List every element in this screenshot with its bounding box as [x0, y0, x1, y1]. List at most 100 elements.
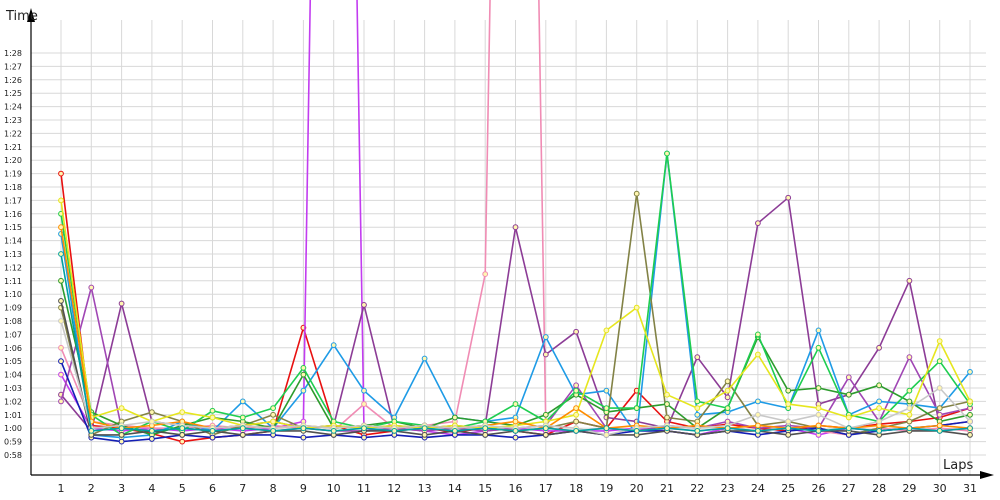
data-point: [876, 427, 882, 434]
y-tick-label: 1:12: [4, 263, 22, 272]
data-point: [906, 354, 913, 361]
x-tick-label: 31: [963, 482, 977, 495]
data-point: [300, 371, 307, 378]
data-point: [876, 418, 882, 425]
data-point: [967, 418, 973, 425]
y-tick-label: 0:58: [4, 451, 22, 460]
x-tick-label: 11: [357, 482, 371, 495]
data-point: [179, 409, 186, 416]
data-point: [270, 418, 277, 425]
data-point: [179, 425, 186, 432]
data-point: [482, 271, 489, 278]
y-tick-label: 1:23: [4, 116, 22, 125]
data-point: [664, 414, 670, 421]
data-point: [694, 411, 701, 418]
y-axis-title: Time: [5, 9, 38, 24]
data-point: [300, 365, 307, 371]
data-point: [724, 378, 731, 385]
grid-lines: [31, 20, 986, 475]
x-tick-label: 18: [569, 482, 583, 495]
data-point: [664, 401, 670, 407]
x-tick-label: 5: [179, 482, 186, 495]
data-point: [88, 427, 95, 434]
x-axis-title: Laps: [943, 458, 973, 473]
data-point: [58, 371, 64, 378]
x-tick-label: 13: [418, 482, 432, 495]
data-point: [785, 432, 792, 438]
x-tick-label: 29: [902, 482, 916, 495]
data-point: [906, 425, 913, 432]
x-tick-label: 4: [148, 482, 155, 495]
data-point: [603, 387, 610, 394]
data-point: [179, 432, 186, 438]
data-point: [573, 382, 579, 389]
data-point: [906, 418, 913, 425]
y-tick-label: 1:17: [4, 196, 22, 205]
data-point: [724, 405, 731, 412]
x-tick-label: 21: [660, 482, 674, 495]
data-point: [179, 438, 186, 445]
y-tick-label: 1:28: [4, 49, 22, 58]
y-tick-label: 1:04: [4, 371, 22, 380]
data-point: [330, 427, 337, 434]
data-point: [482, 432, 489, 438]
y-tick-label: 1:18: [4, 183, 22, 192]
data-point: [58, 197, 64, 204]
y-tick-label: 1:14: [4, 237, 22, 246]
data-point: [785, 425, 792, 432]
x-tick-label: 12: [387, 482, 401, 495]
data-point: [906, 387, 913, 394]
data-point: [209, 434, 216, 441]
data-point: [664, 391, 670, 398]
y-tick-label: 1:15: [4, 223, 22, 232]
data-point: [815, 405, 822, 412]
x-tick-label: 25: [781, 482, 795, 495]
y-tick-label: 1:08: [4, 317, 22, 326]
y-axis-arrow: [27, 8, 35, 22]
data-point: [936, 385, 943, 391]
data-point: [633, 427, 640, 434]
data-point: [845, 374, 852, 381]
axes: [27, 8, 994, 479]
data-point: [906, 411, 913, 418]
x-tick-label: 14: [448, 482, 462, 495]
data-point: [724, 387, 731, 394]
data-point: [755, 220, 761, 227]
data-point: [876, 344, 882, 351]
y-tick-label: 1:00: [4, 424, 22, 433]
y-tick-label: 1:27: [4, 62, 22, 71]
data-point: [936, 358, 943, 365]
data-point: [845, 391, 852, 398]
x-tick-label: 20: [630, 482, 644, 495]
x-tick-labels: 1 2 3 4 5 6 7 8 9 10 11 12 13 14 15 16 17 18 19 20 21 22 23 24 2…: [58, 482, 978, 495]
data-point: [149, 436, 155, 442]
data-point: [361, 387, 367, 394]
data-point: [421, 432, 428, 438]
y-tick-label: 1:13: [4, 250, 22, 259]
data-point: [815, 327, 822, 334]
data-point: [815, 385, 822, 391]
data-point: [785, 401, 792, 407]
data-point: [239, 398, 246, 405]
data-point: [876, 405, 882, 412]
data-point: [633, 304, 640, 311]
data-point: [694, 398, 701, 405]
data-point: [845, 425, 852, 432]
data-point: [239, 425, 246, 432]
data-point: [755, 398, 761, 405]
x-tick-label: 30: [933, 482, 947, 495]
y-tick-label: 1:10: [4, 290, 22, 299]
y-tick-label: 0:59: [4, 438, 22, 447]
data-point: [512, 418, 519, 425]
x-tick-label: 10: [327, 482, 341, 495]
data-point: [906, 277, 913, 284]
data-point: [967, 432, 973, 438]
data-point: [118, 300, 125, 307]
data-point: [118, 425, 125, 432]
data-point: [270, 411, 277, 418]
y-tick-label: 1:05: [4, 357, 22, 366]
data-point: [785, 194, 792, 201]
x-tick-label: 3: [118, 482, 125, 495]
data-point: [815, 427, 822, 434]
data-point: [906, 405, 913, 412]
